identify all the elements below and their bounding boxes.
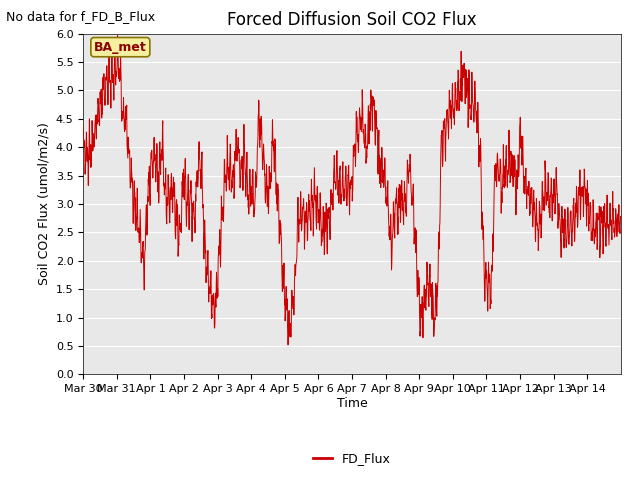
Legend: FD_Flux: FD_Flux xyxy=(308,447,396,470)
Text: No data for f_FD_B_Flux: No data for f_FD_B_Flux xyxy=(6,10,156,23)
Y-axis label: Soil CO2 Flux (umol/m2/s): Soil CO2 Flux (umol/m2/s) xyxy=(37,122,50,286)
X-axis label: Time: Time xyxy=(337,397,367,410)
Text: BA_met: BA_met xyxy=(94,41,147,54)
Title: Forced Diffusion Soil CO2 Flux: Forced Diffusion Soil CO2 Flux xyxy=(227,11,477,29)
